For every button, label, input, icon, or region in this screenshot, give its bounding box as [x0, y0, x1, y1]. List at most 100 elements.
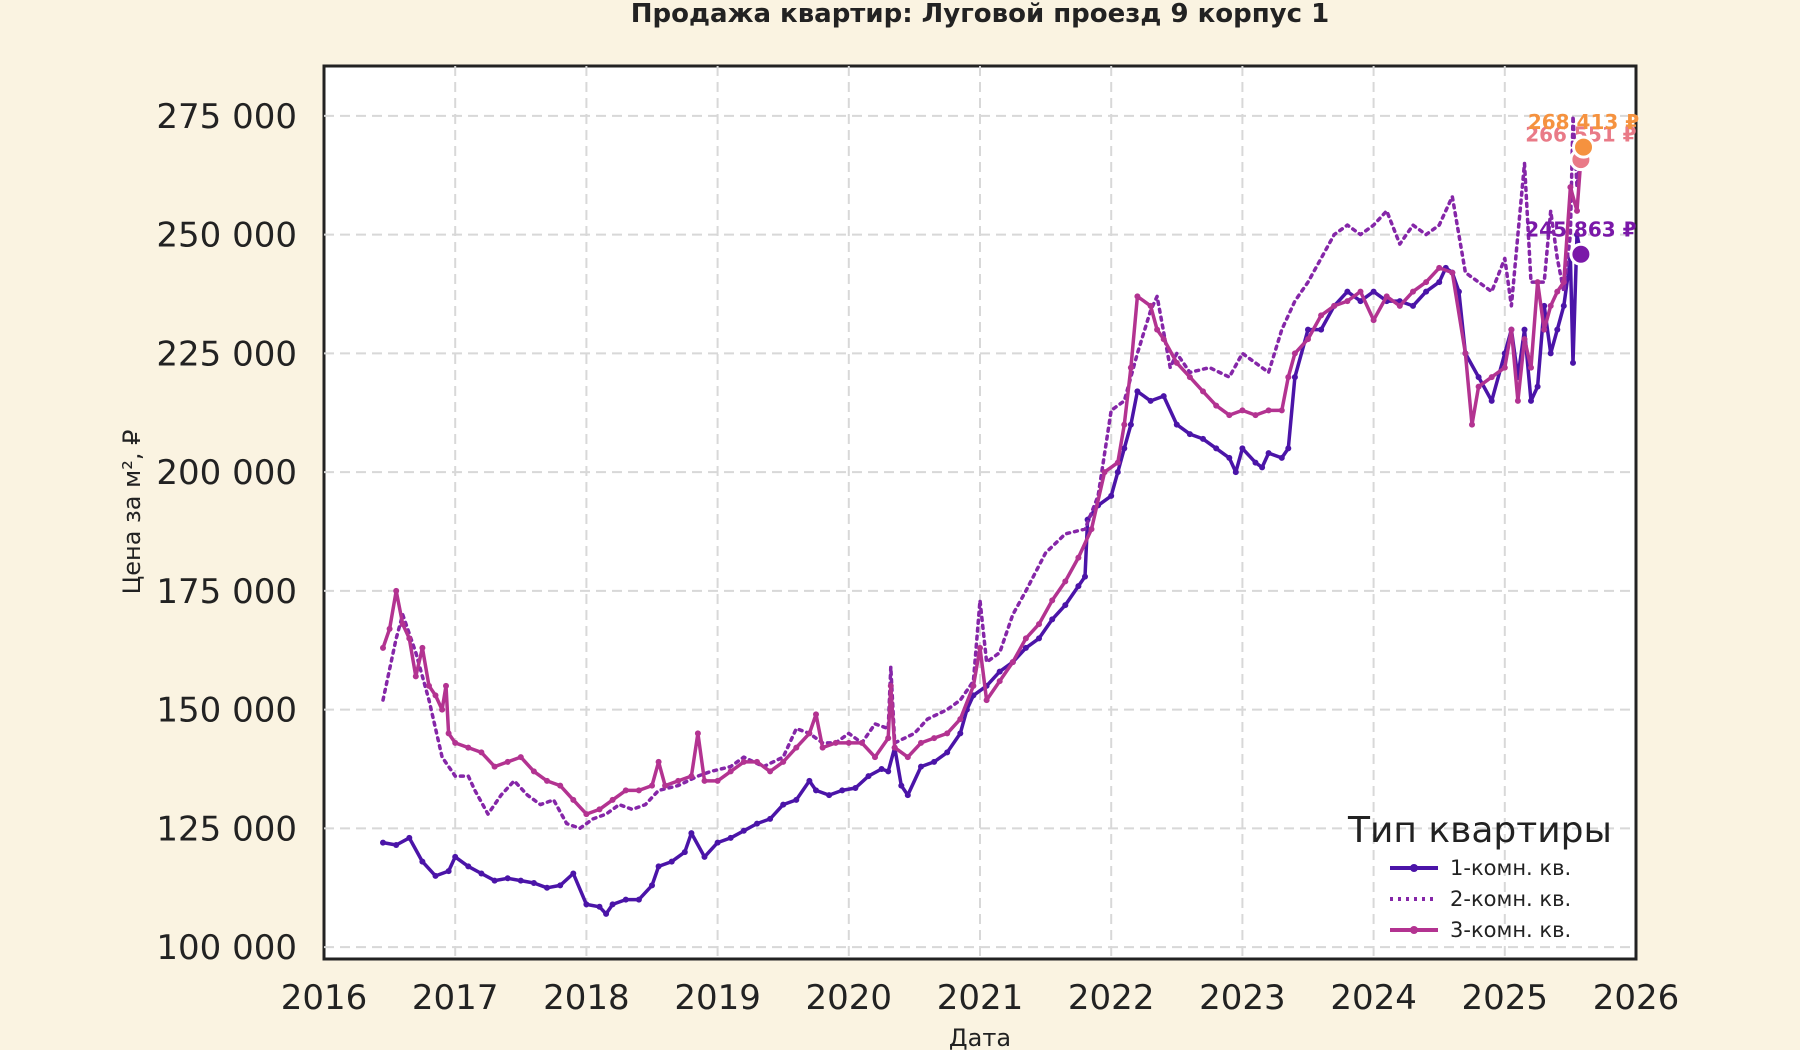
y-tick-label: 100 000 — [156, 928, 297, 968]
series-point — [1075, 583, 1082, 590]
series-point — [570, 870, 577, 877]
series-point — [1108, 492, 1115, 499]
legend-marker — [1410, 864, 1418, 872]
series-point — [1121, 421, 1128, 428]
series-point — [1022, 644, 1029, 651]
series-point — [767, 768, 774, 775]
series-point — [1570, 359, 1576, 366]
legend-label: 3-комн. кв. — [1450, 918, 1571, 942]
series-point — [780, 801, 787, 808]
series-point — [1396, 302, 1403, 309]
series-point — [380, 839, 386, 846]
series-point — [983, 697, 990, 704]
series-point — [1154, 326, 1161, 333]
series-point — [491, 877, 498, 884]
series-point — [891, 744, 898, 751]
series-point — [406, 635, 413, 642]
series-point — [688, 773, 695, 780]
x-tick-label: 2022 — [1068, 978, 1155, 1018]
legend-label: 2-комн. кв. — [1450, 887, 1571, 911]
series-point — [1436, 279, 1443, 286]
series-point — [1541, 326, 1548, 333]
series-point — [1200, 388, 1206, 395]
series-point — [1534, 279, 1541, 286]
x-tick-label: 2019 — [674, 978, 761, 1018]
series-point — [1226, 412, 1233, 419]
series-point — [1318, 326, 1325, 333]
series-point — [1134, 388, 1141, 395]
series-point — [1370, 317, 1377, 324]
series-point — [944, 749, 951, 756]
series-point — [1036, 621, 1042, 628]
series-point — [380, 644, 386, 651]
series-point — [1285, 445, 1292, 452]
series-point — [1547, 350, 1554, 357]
series-point — [452, 739, 459, 746]
series-point — [1101, 469, 1108, 476]
series-point — [432, 692, 439, 699]
series-point — [839, 787, 846, 794]
series-point — [517, 754, 524, 761]
series-point — [1049, 616, 1056, 623]
series-point — [1082, 573, 1088, 580]
grid-lines — [324, 66, 1636, 959]
last-value-dot — [1569, 242, 1593, 266]
series-point — [754, 820, 760, 827]
series-point — [1114, 459, 1121, 466]
series-point — [1357, 298, 1364, 305]
series-point — [780, 758, 787, 765]
series-point — [819, 744, 826, 751]
series-point — [1265, 407, 1272, 414]
series-point — [1554, 288, 1561, 295]
series-point — [1022, 635, 1029, 642]
legend-marker — [1410, 926, 1418, 934]
series-point — [1062, 578, 1069, 585]
series-point — [622, 787, 629, 794]
series-point — [609, 796, 616, 803]
series-point — [1252, 459, 1259, 466]
series-point — [885, 735, 892, 742]
series-point — [1514, 397, 1521, 404]
series-point — [931, 758, 938, 765]
series-point — [439, 706, 446, 713]
series-point — [806, 777, 813, 784]
series-point — [393, 842, 400, 848]
series-point — [1331, 302, 1338, 309]
series-point — [419, 858, 426, 865]
series-point — [1560, 302, 1567, 309]
legend: Тип квартиры 1-комн. кв. 2-комн. кв. 3-ком… — [1347, 810, 1612, 942]
series-point — [918, 763, 924, 770]
y-tick-label: 275 000 — [156, 97, 297, 137]
legend-items: 1-комн. кв. 2-комн. кв. 3-комн. кв. — [1390, 856, 1571, 942]
y-tick-label: 150 000 — [156, 691, 297, 731]
series-point — [957, 730, 964, 737]
series-line-2 — [381, 114, 1583, 831]
series-point — [609, 901, 616, 908]
series-point — [445, 868, 452, 875]
x-tick-label: 2020 — [806, 978, 893, 1018]
series-point — [432, 872, 439, 879]
series-point — [1160, 336, 1167, 343]
series-point — [996, 678, 1003, 685]
x-tick-label: 2026 — [1593, 978, 1680, 1018]
series-point — [1554, 326, 1561, 333]
series-point — [944, 730, 951, 737]
series-point — [1488, 374, 1495, 381]
series-point — [1121, 445, 1128, 452]
series-point — [1173, 421, 1180, 428]
series-lines — [380, 114, 1584, 917]
series-point — [1469, 421, 1475, 428]
series-point — [655, 758, 662, 765]
series-point — [872, 754, 878, 761]
series-point — [596, 806, 603, 813]
x-tick-label: 2016 — [281, 978, 368, 1018]
series-point — [583, 901, 590, 908]
series-point — [393, 587, 400, 594]
series-point — [1009, 659, 1016, 666]
last-value-label: 268 413 ₽ — [1528, 110, 1639, 134]
series-point — [570, 796, 577, 803]
series-point — [727, 834, 734, 841]
series-point — [813, 711, 819, 718]
series-point — [544, 777, 550, 784]
